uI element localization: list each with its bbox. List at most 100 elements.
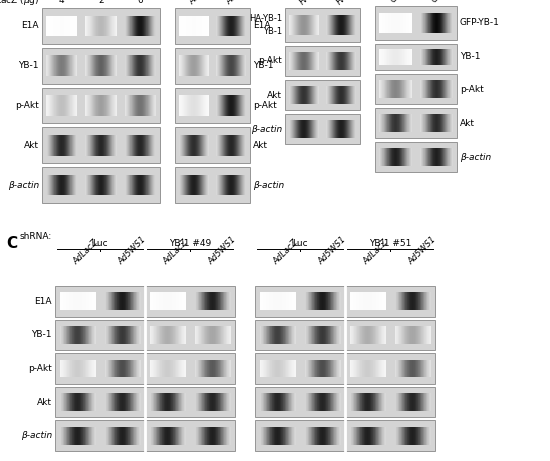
Polygon shape — [389, 49, 390, 65]
Polygon shape — [411, 114, 412, 132]
Polygon shape — [363, 292, 364, 310]
Polygon shape — [427, 292, 428, 310]
Polygon shape — [294, 326, 295, 344]
Polygon shape — [416, 427, 417, 444]
Polygon shape — [260, 360, 261, 378]
Polygon shape — [406, 427, 408, 444]
Polygon shape — [69, 427, 70, 444]
Polygon shape — [405, 326, 406, 344]
Polygon shape — [206, 326, 207, 344]
Text: YB-1: YB-1 — [460, 53, 481, 61]
Polygon shape — [377, 360, 378, 378]
Polygon shape — [426, 114, 427, 132]
Polygon shape — [281, 292, 282, 310]
Polygon shape — [443, 80, 444, 98]
Polygon shape — [306, 292, 307, 310]
Polygon shape — [404, 393, 405, 411]
Polygon shape — [87, 393, 88, 411]
Polygon shape — [409, 393, 410, 411]
Polygon shape — [399, 292, 400, 310]
Polygon shape — [427, 326, 428, 344]
Polygon shape — [282, 326, 283, 344]
Polygon shape — [116, 427, 117, 444]
Polygon shape — [450, 49, 451, 65]
Polygon shape — [62, 326, 63, 344]
Polygon shape — [86, 393, 87, 411]
Polygon shape — [395, 80, 396, 98]
Polygon shape — [68, 360, 69, 378]
Polygon shape — [435, 114, 436, 132]
Polygon shape — [138, 427, 139, 444]
Polygon shape — [338, 360, 339, 378]
Polygon shape — [72, 292, 73, 310]
Polygon shape — [424, 114, 425, 132]
Polygon shape — [206, 393, 207, 411]
Polygon shape — [90, 393, 91, 411]
Polygon shape — [445, 49, 446, 65]
Polygon shape — [402, 148, 403, 165]
Polygon shape — [280, 326, 281, 344]
Polygon shape — [268, 292, 270, 310]
Polygon shape — [177, 326, 178, 344]
Polygon shape — [419, 326, 420, 344]
Polygon shape — [433, 49, 434, 65]
Polygon shape — [173, 292, 174, 310]
Polygon shape — [379, 148, 380, 165]
Polygon shape — [275, 393, 276, 411]
Polygon shape — [325, 292, 326, 310]
Polygon shape — [400, 13, 401, 33]
Polygon shape — [217, 360, 218, 378]
Polygon shape — [276, 393, 277, 411]
Polygon shape — [287, 326, 288, 344]
Polygon shape — [204, 360, 205, 378]
Polygon shape — [385, 80, 386, 98]
Polygon shape — [400, 114, 401, 132]
Polygon shape — [402, 13, 403, 33]
Polygon shape — [292, 326, 293, 344]
Polygon shape — [307, 360, 308, 378]
Polygon shape — [430, 148, 431, 165]
Polygon shape — [310, 393, 311, 411]
Polygon shape — [293, 393, 294, 411]
Polygon shape — [360, 360, 361, 378]
Polygon shape — [338, 292, 339, 310]
Polygon shape — [397, 114, 398, 132]
Polygon shape — [359, 326, 360, 344]
Polygon shape — [277, 292, 278, 310]
Polygon shape — [384, 80, 385, 98]
Polygon shape — [399, 427, 400, 444]
Polygon shape — [221, 326, 222, 344]
Bar — [255, 353, 435, 384]
Polygon shape — [414, 393, 415, 411]
Polygon shape — [292, 427, 293, 444]
Polygon shape — [396, 148, 397, 165]
Polygon shape — [451, 148, 452, 165]
Polygon shape — [267, 360, 268, 378]
Polygon shape — [95, 393, 96, 411]
Polygon shape — [91, 360, 92, 378]
Polygon shape — [136, 427, 137, 444]
Polygon shape — [104, 393, 105, 411]
Polygon shape — [402, 427, 403, 444]
Polygon shape — [317, 393, 318, 411]
Polygon shape — [123, 427, 124, 444]
Polygon shape — [59, 292, 60, 310]
Polygon shape — [167, 393, 168, 411]
Polygon shape — [128, 292, 129, 310]
Polygon shape — [175, 292, 176, 310]
Polygon shape — [79, 393, 80, 411]
Polygon shape — [202, 292, 203, 310]
Polygon shape — [442, 148, 443, 165]
Polygon shape — [199, 393, 200, 411]
Polygon shape — [87, 360, 88, 378]
Polygon shape — [369, 393, 370, 411]
Polygon shape — [427, 80, 428, 98]
Polygon shape — [428, 13, 429, 33]
Polygon shape — [377, 427, 378, 444]
Polygon shape — [72, 326, 73, 344]
Polygon shape — [420, 326, 421, 344]
Polygon shape — [363, 326, 364, 344]
Polygon shape — [325, 326, 326, 344]
Polygon shape — [379, 326, 380, 344]
Polygon shape — [385, 360, 386, 378]
